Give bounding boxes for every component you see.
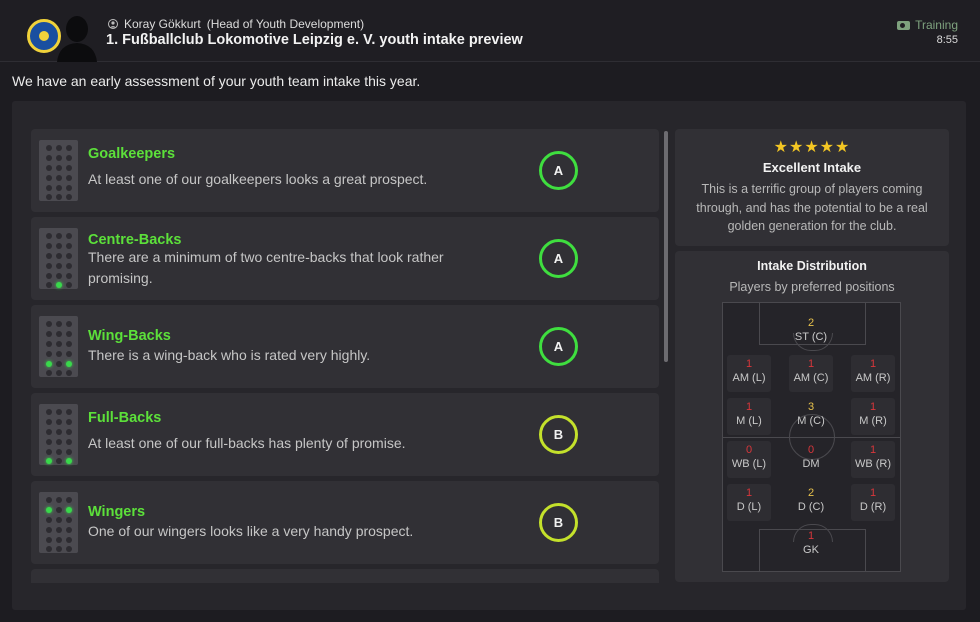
sender-row: Koray Gökkurt (Head of Youth Development…	[108, 17, 364, 31]
position-count: 1	[745, 358, 753, 370]
tag-icon	[897, 20, 911, 30]
position-group-row[interactable]: Goalkeepers At least one of our goalkeepe…	[31, 129, 659, 212]
position-label: D (L)	[736, 501, 762, 513]
position-label: AM (R)	[855, 372, 891, 384]
position-label: WB (L)	[731, 458, 767, 470]
group-title: Centre-Backs	[88, 232, 182, 248]
position-count: 1	[807, 530, 815, 542]
position-count: 1	[807, 358, 815, 370]
formation-pitch-icon	[39, 316, 78, 377]
tag-label: Training	[915, 18, 958, 32]
position-slot[interactable]: 2 ST (C)	[789, 314, 833, 351]
position-label: M (L)	[736, 415, 762, 427]
grade-badge: A	[539, 239, 578, 278]
summary-description: This is a terrific group of players comi…	[696, 182, 928, 233]
group-description: At least one of our full-backs has plent…	[88, 435, 406, 451]
position-slot[interactable]: 1 D (R)	[851, 484, 895, 521]
sender-role: (Head of Youth Development)	[206, 17, 365, 31]
position-slot[interactable]: 1 M (L)	[727, 398, 771, 435]
formation-pitch-icon	[39, 404, 78, 465]
position-count: 2	[807, 317, 815, 329]
formation-pitch-icon	[39, 140, 78, 201]
position-count: 1	[869, 487, 877, 499]
summary-title: Excellent Intake	[762, 160, 862, 175]
rating-stars-icon: ★★★★★	[773, 139, 851, 156]
position-label: M (R)	[859, 415, 887, 427]
position-group-row[interactable]	[31, 569, 659, 583]
group-title: Wing-Backs	[88, 328, 171, 344]
intake-distribution-card: Intake Distribution Players by preferred…	[675, 251, 949, 582]
message-tag[interactable]: Training	[897, 18, 958, 32]
position-label: AM (L)	[732, 372, 766, 384]
position-slot[interactable]: 1 M (R)	[851, 398, 895, 435]
formation-pitch-icon	[39, 492, 78, 553]
position-slot[interactable]: 3 M (C)	[789, 398, 833, 435]
message-subject: 1. Fußballclub Lokomotive Leipzig e. V. …	[106, 32, 523, 48]
position-group-list[interactable]: Goalkeepers At least one of our goalkeepe…	[31, 129, 659, 583]
position-label: WB (R)	[854, 458, 892, 470]
position-label: D (R)	[859, 501, 887, 513]
message-time: 8:55	[936, 34, 958, 46]
position-count: 2	[807, 487, 815, 499]
position-slot[interactable]: 1 AM (C)	[789, 355, 833, 392]
position-count: 1	[745, 401, 753, 413]
grade-badge: B	[539, 503, 578, 542]
club-badge-icon	[27, 19, 61, 53]
position-slot[interactable]: 1 D (L)	[727, 484, 771, 521]
position-group-row[interactable]: Full-Backs At least one of our full-backs…	[31, 393, 659, 476]
distribution-subtitle: Players by preferred positions	[729, 280, 895, 294]
position-label: GK	[803, 544, 819, 556]
position-group-row[interactable]: Wingers One of our wingers looks like a v…	[31, 481, 659, 564]
position-group-row[interactable]: Centre-Backs There are a minimum of two c…	[31, 217, 659, 300]
position-slot[interactable]: 1 AM (L)	[727, 355, 771, 392]
sender-name[interactable]: Koray Gökkurt	[124, 17, 201, 31]
position-slot[interactable]: 0 WB (L)	[727, 441, 771, 478]
group-description: One of our wingers looks like a very han…	[88, 523, 414, 539]
group-title: Goalkeepers	[88, 146, 176, 162]
position-slot[interactable]: 0 DM	[789, 441, 833, 478]
avatar[interactable]	[55, 12, 99, 62]
position-pitch: 2 ST (C) 1 AM (L) 1 AM (C) 1 AM (R) 1 M (L) 3 M (C)…	[722, 302, 901, 572]
position-count: 3	[807, 401, 815, 413]
position-count: 1	[869, 401, 877, 413]
position-label: AM (C)	[793, 372, 829, 384]
group-title: Full-Backs	[88, 410, 162, 426]
position-label: DM	[802, 458, 820, 470]
distribution-title: Intake Distribution	[757, 259, 867, 273]
position-group-row[interactable]: Wing-Backs There is a wing-back who is ra…	[31, 305, 659, 388]
formation-pitch-icon	[39, 228, 78, 289]
group-description: There are a minimum of two centre-backs …	[88, 249, 444, 286]
position-slot[interactable]: 1 AM (R)	[851, 355, 895, 392]
grade-badge: A	[539, 151, 578, 190]
message-header: Koray Gökkurt (Head of Youth Development…	[0, 0, 980, 62]
position-count: 0	[807, 444, 815, 456]
intake-summary-card: ★★★★★ Excellent Intake This is a terrifi…	[675, 129, 949, 246]
grade-badge: A	[539, 327, 578, 366]
position-slot[interactable]: 1 WB (R)	[851, 441, 895, 478]
position-label: M (C)	[797, 415, 825, 427]
list-scrollbar[interactable]	[664, 131, 668, 362]
grade-badge: B	[539, 415, 578, 454]
group-description: At least one of our goalkeepers looks a …	[88, 171, 428, 187]
intro-text: We have an early assessment of your yout…	[12, 73, 421, 89]
group-description: There is a wing-back who is rated very h…	[88, 347, 371, 363]
position-count: 1	[745, 487, 753, 499]
position-count: 1	[869, 444, 877, 456]
position-count: 0	[745, 444, 753, 456]
person-icon	[108, 19, 118, 29]
position-slot[interactable]: 2 D (C)	[789, 484, 833, 521]
position-count: 1	[869, 358, 877, 370]
position-label: D (C)	[797, 501, 825, 513]
group-title: Wingers	[88, 504, 146, 520]
position-slot[interactable]: 1 GK	[789, 527, 833, 564]
position-label: ST (C)	[794, 331, 828, 343]
